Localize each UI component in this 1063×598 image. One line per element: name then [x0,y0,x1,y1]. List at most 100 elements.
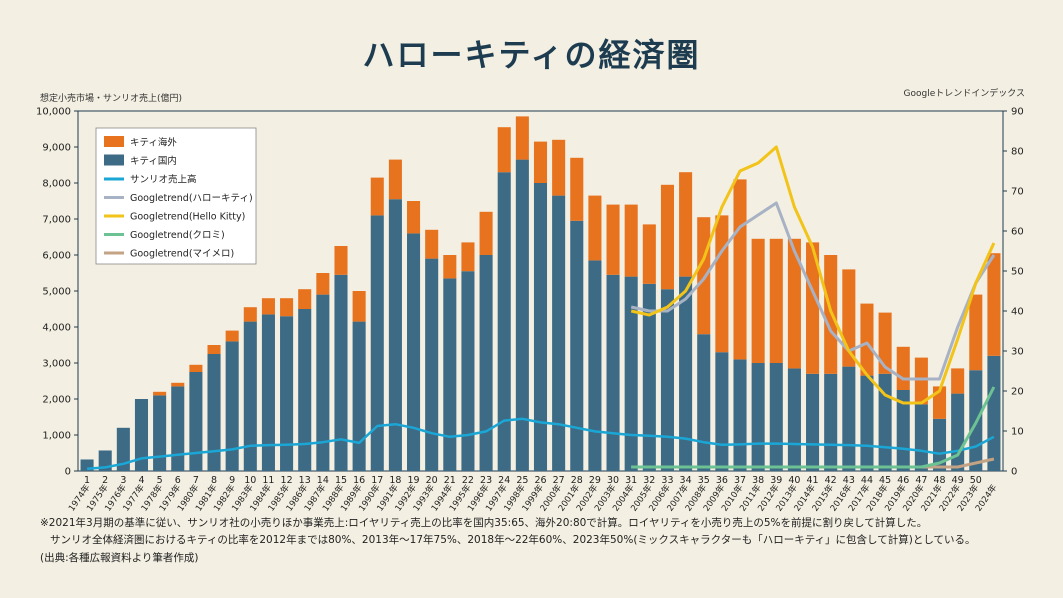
bar-overseas [407,201,421,234]
bar-domestic [642,283,656,471]
right-tick-label: 90 [1011,107,1024,118]
bar-overseas [588,195,602,261]
bar-domestic [479,255,493,471]
x-index-label: 34 [680,475,692,486]
bar-domestic [388,199,402,471]
bar-overseas [388,159,402,200]
bar-domestic [533,183,548,471]
bar-overseas [642,224,656,284]
bar-overseas [987,253,1001,356]
bar-overseas [733,179,747,360]
bar-domestic [443,278,457,471]
x-index-label: 29 [589,475,601,486]
left-tick-label: 7,000 [42,215,71,226]
bar-domestic [824,373,838,471]
bar-domestic [425,258,439,471]
left-tick-label: 5,000 [42,287,71,298]
bar-overseas [443,255,457,279]
bar-overseas [570,157,584,221]
bar-domestic [280,316,294,471]
bar-domestic [515,159,529,471]
right-tick-label: 10 [1011,427,1024,438]
left-tick-label: 0 [65,467,71,478]
bar-domestic [787,368,801,471]
x-index-label: 4 [138,475,144,486]
x-index-label: 24 [498,475,510,486]
legend-label-trend_hello: Googletrend(ハローキティ) [130,193,253,204]
bar-domestic [225,341,239,471]
bar-overseas [969,294,983,371]
bar-overseas [280,298,294,317]
bar-domestic [588,260,602,471]
bar-domestic [806,373,820,471]
x-index-label: 20 [426,475,438,486]
left-tick-label: 3,000 [42,359,71,370]
line-trend_hello [630,201,996,381]
x-index-label: 43 [843,475,855,486]
bar-overseas [225,330,239,342]
bar-overseas [697,217,711,335]
x-index-label: 14 [317,475,329,486]
bar-domestic [570,220,584,471]
bar-overseas [769,238,783,363]
x-index-label: 27 [553,475,565,486]
footnote-1: ※2021年3月期の基準に従い、サンリオ社の小売りほか事業売上:ロイヤリティ売上… [40,517,928,529]
right-tick-label: 80 [1011,147,1024,158]
bar-overseas [806,242,820,374]
x-index-label: 19 [407,475,419,486]
right-tick-label: 70 [1011,187,1024,198]
legend-label-overseas: キティ海外 [130,137,177,149]
right-tick-label: 0 [1011,467,1017,478]
left-tick-label: 9,000 [42,143,71,154]
x-index-label: 46 [897,475,909,486]
x-index-label: 42 [825,475,837,486]
bar-overseas [352,291,366,322]
x-index-label: 48 [933,475,945,486]
x-index-label: 39 [770,475,782,486]
legend-label-trend_kitty: Googletrend(Hello Kitty) [130,212,245,223]
bar-overseas [552,139,566,196]
bar-domestic [207,354,221,471]
x-index-label: 15 [335,475,347,486]
legend-label-sanrio: サンリオ売上高 [130,174,197,186]
bar-overseas [153,391,167,396]
bar-overseas [787,238,801,369]
line-trend_kitty [630,145,996,405]
x-index-label: 17 [371,475,383,486]
bar-domestic [134,399,149,471]
x-index-label: 28 [571,475,583,486]
x-index-label: 2 [102,475,108,486]
x-index-label: 38 [752,475,764,486]
legend-label-domestic: キティ国内 [130,155,177,167]
left-tick-label: 10,000 [36,107,71,118]
x-index-label: 33 [661,475,673,486]
page-title: ハローキティの経済圏 [362,36,701,74]
footnote-2: サンリオ全体経済圏におけるキティの比率を2012年までは80%、2013年～17… [50,534,976,546]
x-index-label: 50 [970,475,982,486]
bar-overseas [660,184,674,290]
right-tick-label: 40 [1011,307,1024,318]
x-index-label: 13 [299,475,311,486]
bar-domestic [660,289,674,471]
bar-overseas [751,238,765,363]
x-index-label: 23 [480,475,492,486]
x-index-label: 36 [716,475,728,486]
bar-domestic [461,271,475,471]
x-index-label: 30 [607,475,619,486]
bar-domestic [552,195,566,471]
right-axis-label: Googleトレンドインデックス [903,89,1025,99]
bar-domestic [624,276,638,471]
legend-label-trend_mymelo: Googletrend(マイメロ) [130,249,234,260]
bar-overseas [243,307,257,322]
bar-domestic [116,427,130,471]
bar-overseas [334,246,348,275]
bar-domestic [298,309,312,471]
bar-domestic [261,314,275,471]
bar-overseas [951,368,965,394]
bar-domestic [497,172,511,471]
bar-domestic [914,404,928,471]
bar-domestic [243,321,257,471]
line-trend_kuromi [631,386,996,469]
bar-domestic [171,386,185,471]
